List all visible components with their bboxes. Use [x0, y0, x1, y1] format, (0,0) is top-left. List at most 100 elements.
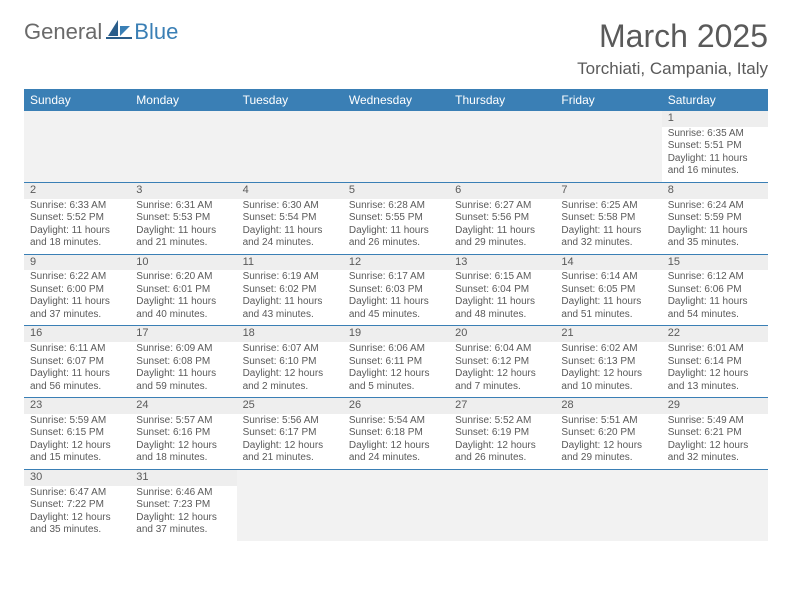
sunset-text: Sunset: 6:10 PM	[243, 356, 337, 369]
day-cell: 6Sunrise: 6:27 AMSunset: 5:56 PMDaylight…	[449, 183, 555, 254]
logo: General Blue	[24, 18, 178, 45]
title-block: March 2025 Torchiati, Campania, Italy	[577, 18, 768, 79]
daylight1-text: Daylight: 11 hours	[243, 225, 337, 238]
day-number: 20	[449, 326, 555, 342]
sunrise-text: Sunrise: 5:59 AM	[30, 415, 124, 428]
logo-text-blue: Blue	[134, 19, 178, 45]
sunrise-text: Sunrise: 6:20 AM	[136, 271, 230, 284]
day-cell: 1Sunrise: 6:35 AMSunset: 5:51 PMDaylight…	[662, 111, 768, 182]
day-number: 6	[449, 183, 555, 199]
daylight1-text: Daylight: 11 hours	[455, 225, 549, 238]
sunset-text: Sunset: 6:11 PM	[349, 356, 443, 369]
daylight2-text: and 56 minutes.	[30, 381, 124, 394]
day-number: 10	[130, 255, 236, 271]
sunrise-text: Sunrise: 6:07 AM	[243, 343, 337, 356]
sunrise-text: Sunrise: 6:09 AM	[136, 343, 230, 356]
daylight1-text: Daylight: 12 hours	[30, 512, 124, 525]
sunset-text: Sunset: 6:02 PM	[243, 284, 337, 297]
daylight2-text: and 26 minutes.	[349, 237, 443, 250]
day-number: 12	[343, 255, 449, 271]
sunrise-text: Sunrise: 6:35 AM	[668, 128, 762, 141]
daylight1-text: Daylight: 12 hours	[243, 368, 337, 381]
sunrise-text: Sunrise: 6:33 AM	[30, 200, 124, 213]
day-cell-empty	[343, 111, 449, 182]
weekday-label: Wednesday	[343, 89, 449, 111]
daylight1-text: Daylight: 11 hours	[30, 296, 124, 309]
sunset-text: Sunset: 6:01 PM	[136, 284, 230, 297]
daylight2-text: and 40 minutes.	[136, 309, 230, 322]
sail-icon	[106, 18, 132, 45]
sunrise-text: Sunrise: 6:22 AM	[30, 271, 124, 284]
week-row: 1Sunrise: 6:35 AMSunset: 5:51 PMDaylight…	[24, 111, 768, 183]
daylight1-text: Daylight: 12 hours	[561, 368, 655, 381]
week-row: 30Sunrise: 6:47 AMSunset: 7:22 PMDayligh…	[24, 470, 768, 541]
daylight1-text: Daylight: 11 hours	[30, 225, 124, 238]
day-cell: 23Sunrise: 5:59 AMSunset: 6:15 PMDayligh…	[24, 398, 130, 469]
daylight1-text: Daylight: 12 hours	[30, 440, 124, 453]
day-number: 21	[555, 326, 661, 342]
day-number: 23	[24, 398, 130, 414]
sunset-text: Sunset: 6:20 PM	[561, 427, 655, 440]
sunset-text: Sunset: 6:12 PM	[455, 356, 549, 369]
day-cell-empty	[449, 111, 555, 182]
day-number: 16	[24, 326, 130, 342]
daylight2-text: and 29 minutes.	[561, 452, 655, 465]
sunrise-text: Sunrise: 6:47 AM	[30, 487, 124, 500]
sunset-text: Sunset: 6:04 PM	[455, 284, 549, 297]
day-number: 19	[343, 326, 449, 342]
daylight2-text: and 45 minutes.	[349, 309, 443, 322]
daylight1-text: Daylight: 11 hours	[455, 296, 549, 309]
day-cell: 20Sunrise: 6:04 AMSunset: 6:12 PMDayligh…	[449, 326, 555, 397]
daylight2-text: and 35 minutes.	[668, 237, 762, 250]
sunrise-text: Sunrise: 5:56 AM	[243, 415, 337, 428]
sunset-text: Sunset: 5:51 PM	[668, 140, 762, 153]
daylight2-text: and 37 minutes.	[136, 524, 230, 537]
day-number: 28	[555, 398, 661, 414]
sunset-text: Sunset: 6:03 PM	[349, 284, 443, 297]
sunrise-text: Sunrise: 6:02 AM	[561, 343, 655, 356]
day-number: 18	[237, 326, 343, 342]
sunrise-text: Sunrise: 6:27 AM	[455, 200, 549, 213]
sunset-text: Sunset: 6:06 PM	[668, 284, 762, 297]
day-cell-empty	[343, 470, 449, 541]
daylight2-text: and 24 minutes.	[349, 452, 443, 465]
day-cell: 12Sunrise: 6:17 AMSunset: 6:03 PMDayligh…	[343, 255, 449, 326]
sunrise-text: Sunrise: 6:19 AM	[243, 271, 337, 284]
day-cell: 9Sunrise: 6:22 AMSunset: 6:00 PMDaylight…	[24, 255, 130, 326]
day-cell: 21Sunrise: 6:02 AMSunset: 6:13 PMDayligh…	[555, 326, 661, 397]
day-cell-empty	[449, 470, 555, 541]
day-number: 2	[24, 183, 130, 199]
day-cell: 5Sunrise: 6:28 AMSunset: 5:55 PMDaylight…	[343, 183, 449, 254]
sunset-text: Sunset: 6:14 PM	[668, 356, 762, 369]
day-cell: 14Sunrise: 6:14 AMSunset: 6:05 PMDayligh…	[555, 255, 661, 326]
sunrise-text: Sunrise: 6:14 AM	[561, 271, 655, 284]
daylight2-text: and 7 minutes.	[455, 381, 549, 394]
daylight1-text: Daylight: 11 hours	[136, 368, 230, 381]
sunset-text: Sunset: 6:17 PM	[243, 427, 337, 440]
sunrise-text: Sunrise: 6:15 AM	[455, 271, 549, 284]
daylight2-text: and 13 minutes.	[668, 381, 762, 394]
daylight1-text: Daylight: 12 hours	[668, 440, 762, 453]
day-cell: 4Sunrise: 6:30 AMSunset: 5:54 PMDaylight…	[237, 183, 343, 254]
daylight2-text: and 43 minutes.	[243, 309, 337, 322]
day-cell: 24Sunrise: 5:57 AMSunset: 6:16 PMDayligh…	[130, 398, 236, 469]
header: General Blue March 2025 Torchiati, Campa…	[24, 18, 768, 79]
day-number: 17	[130, 326, 236, 342]
sunset-text: Sunset: 6:07 PM	[30, 356, 124, 369]
sunset-text: Sunset: 5:52 PM	[30, 212, 124, 225]
daylight2-text: and 37 minutes.	[30, 309, 124, 322]
day-number: 4	[237, 183, 343, 199]
sunrise-text: Sunrise: 6:01 AM	[668, 343, 762, 356]
daylight2-text: and 2 minutes.	[243, 381, 337, 394]
sunset-text: Sunset: 6:19 PM	[455, 427, 549, 440]
daylight1-text: Daylight: 11 hours	[668, 153, 762, 166]
daylight1-text: Daylight: 12 hours	[668, 368, 762, 381]
daylight1-text: Daylight: 11 hours	[668, 225, 762, 238]
day-number: 27	[449, 398, 555, 414]
week-row: 9Sunrise: 6:22 AMSunset: 6:00 PMDaylight…	[24, 255, 768, 327]
day-number: 11	[237, 255, 343, 271]
day-cell: 3Sunrise: 6:31 AMSunset: 5:53 PMDaylight…	[130, 183, 236, 254]
day-cell: 16Sunrise: 6:11 AMSunset: 6:07 PMDayligh…	[24, 326, 130, 397]
sunset-text: Sunset: 6:15 PM	[30, 427, 124, 440]
sunset-text: Sunset: 7:22 PM	[30, 499, 124, 512]
